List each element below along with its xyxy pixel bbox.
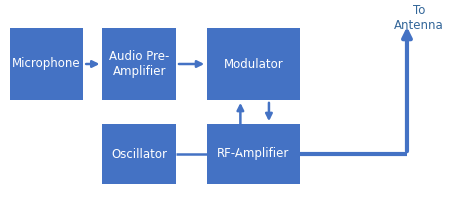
Text: RF-Amplifier: RF-Amplifier — [217, 148, 290, 160]
FancyBboxPatch shape — [102, 28, 176, 100]
FancyBboxPatch shape — [102, 124, 176, 184]
Text: Oscillator: Oscillator — [111, 148, 167, 160]
FancyBboxPatch shape — [207, 28, 300, 100]
Text: Microphone: Microphone — [12, 58, 81, 71]
FancyBboxPatch shape — [10, 28, 83, 100]
Text: Audio Pre-
Amplifier: Audio Pre- Amplifier — [109, 50, 169, 78]
FancyBboxPatch shape — [207, 124, 300, 184]
Text: To
Antenna: To Antenna — [394, 4, 444, 32]
Text: Modulator: Modulator — [224, 58, 283, 71]
